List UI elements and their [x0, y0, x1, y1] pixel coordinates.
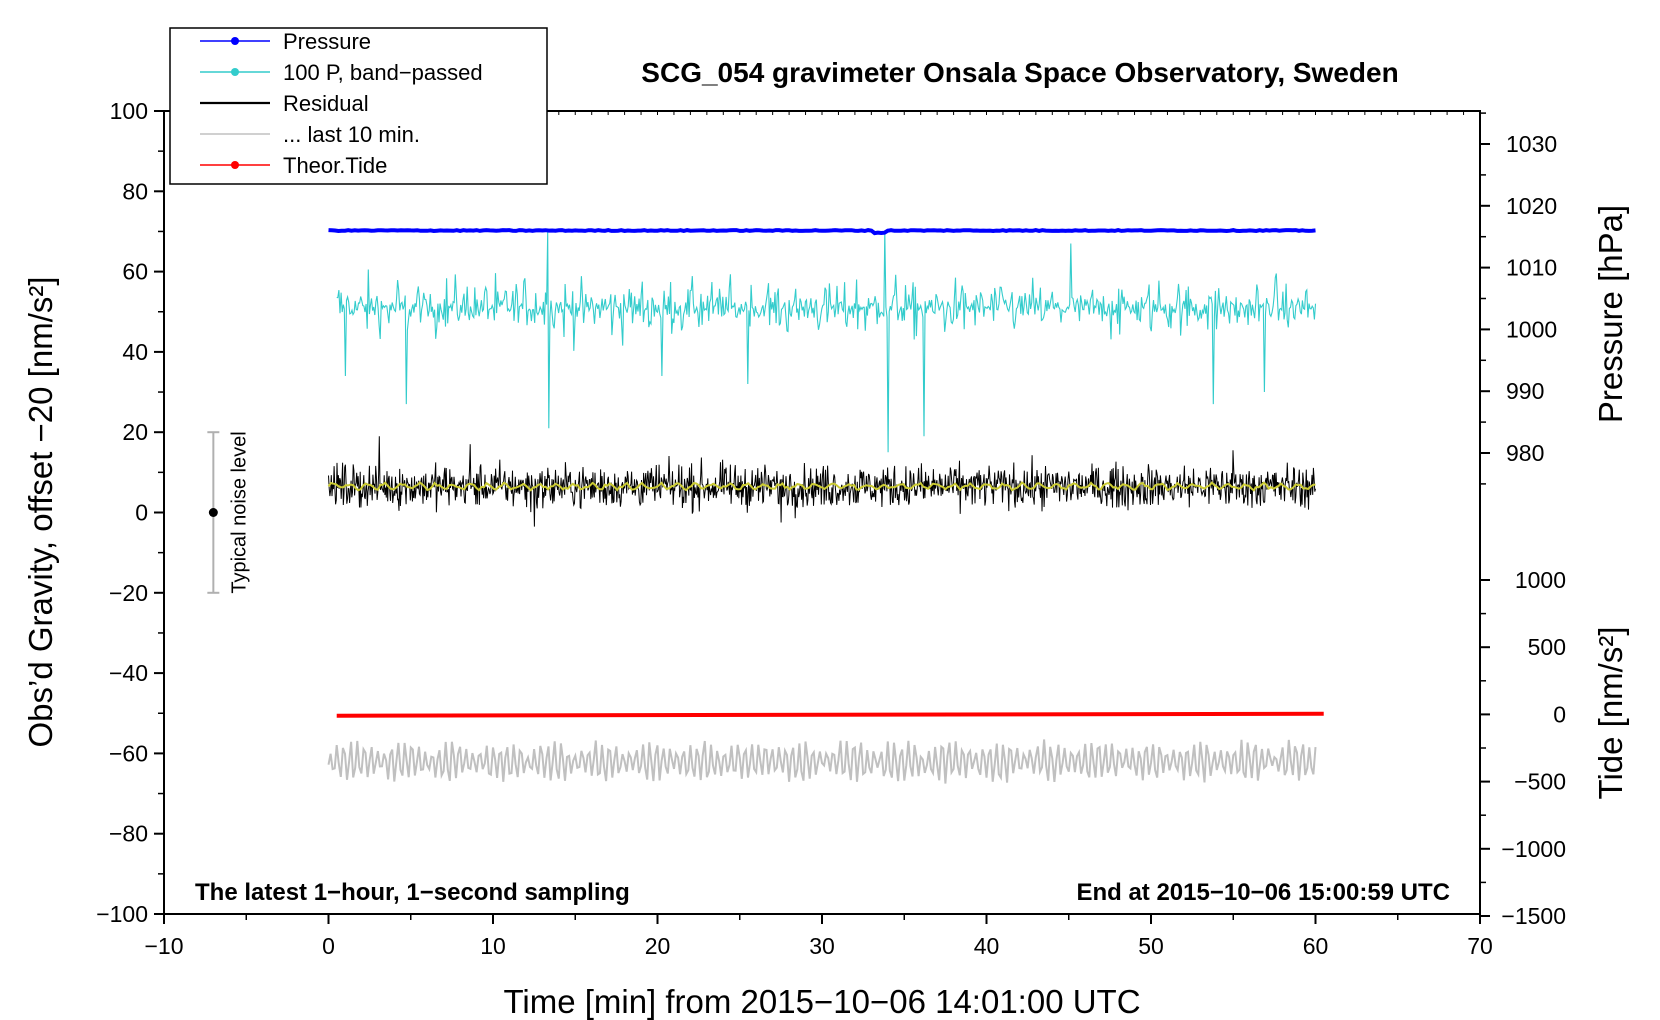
y-tick-label: 0	[135, 500, 148, 526]
y-tick-label: 60	[122, 259, 148, 285]
annotation-end-time: End at 2015−10−06 15:00:59 UTC	[1076, 879, 1450, 906]
pressure-tick-label: 1010	[1506, 255, 1557, 281]
x-tick-label: 30	[809, 933, 835, 959]
legend-label: Theor.Tide	[283, 153, 387, 178]
legend-marker	[231, 37, 239, 45]
series-pressure	[328, 228, 1316, 236]
y-tick-label: 100	[110, 98, 148, 124]
data-traces	[327, 228, 1324, 784]
y-axis-title-pressure: Pressure [hPa]	[1592, 205, 1629, 423]
axis-ticks: −10 0 10 20 30 40 50 60 70100806040200−20−40−60−…	[96, 98, 1566, 959]
y-tick-label: −40	[109, 660, 148, 686]
pressure-tick-label: 990	[1506, 378, 1544, 404]
y-tick-label: 40	[122, 339, 148, 365]
noise-center-dot	[208, 508, 218, 517]
series-band-passed-pressure	[336, 231, 1317, 453]
legend-label: 100 P, band−passed	[283, 60, 483, 85]
x-tick-label: 70	[1467, 933, 1493, 959]
series-last-10-min	[327, 739, 1317, 784]
x-axis-title: Time [min] from 2015−10−06 14:01:00 UTC	[503, 983, 1140, 1020]
tide-tick-label: −1500	[1501, 903, 1566, 929]
x-tick-label: 10	[480, 933, 506, 959]
y-axis-title-left: Obs’d Gravity, offset −20 [nm/s²]	[22, 276, 59, 747]
tide-tick-label: 0	[1553, 701, 1566, 727]
x-tick-label: 40	[974, 933, 1000, 959]
series-theoretical-tide	[336, 711, 1324, 718]
legend-marker	[231, 68, 239, 76]
legend-label: Residual	[283, 91, 369, 116]
x-tick-label: 50	[1138, 933, 1164, 959]
pressure-tick-label: 1020	[1506, 193, 1557, 219]
tide-tick-label: −1000	[1501, 836, 1566, 862]
legend-marker	[231, 161, 239, 169]
x-tick-label: 60	[1303, 933, 1329, 959]
x-tick-label: −10	[144, 933, 183, 959]
annotation-latest-hour: The latest 1−hour, 1−second sampling	[195, 879, 630, 906]
chart-title: SCG_054 gravimeter Onsala Space Observat…	[641, 57, 1398, 88]
y-tick-label: −100	[96, 901, 148, 927]
series-residual	[328, 436, 1316, 527]
y-tick-label: 20	[122, 419, 148, 445]
noise-label: Typical noise level	[228, 431, 250, 593]
y-tick-label: −20	[109, 580, 148, 606]
pressure-tick-label: 980	[1506, 440, 1544, 466]
y-tick-label: −80	[109, 821, 148, 847]
legend: Pressure 100 P, band−passed Residual ... la…	[169, 27, 548, 185]
legend-box	[169, 27, 548, 185]
y-tick-label: −60	[109, 740, 148, 766]
pressure-tick-label: 1030	[1506, 131, 1557, 157]
tide-tick-label: 500	[1528, 634, 1566, 660]
x-tick-label: 20	[645, 933, 671, 959]
series-residual-smoothed	[327, 481, 1316, 492]
legend-label: Pressure	[283, 29, 371, 54]
tide-tick-label: 1000	[1515, 567, 1566, 593]
tide-tick-label: −500	[1514, 769, 1566, 795]
pressure-tick-label: 1000	[1506, 316, 1557, 342]
noise-level-indicator: Typical noise level	[207, 431, 250, 594]
x-tick-label: 0	[322, 933, 335, 959]
y-tick-label: 80	[122, 178, 148, 204]
y-axis-title-tide: Tide [nm/s²]	[1592, 627, 1629, 800]
legend-label: ... last 10 min.	[283, 122, 420, 147]
